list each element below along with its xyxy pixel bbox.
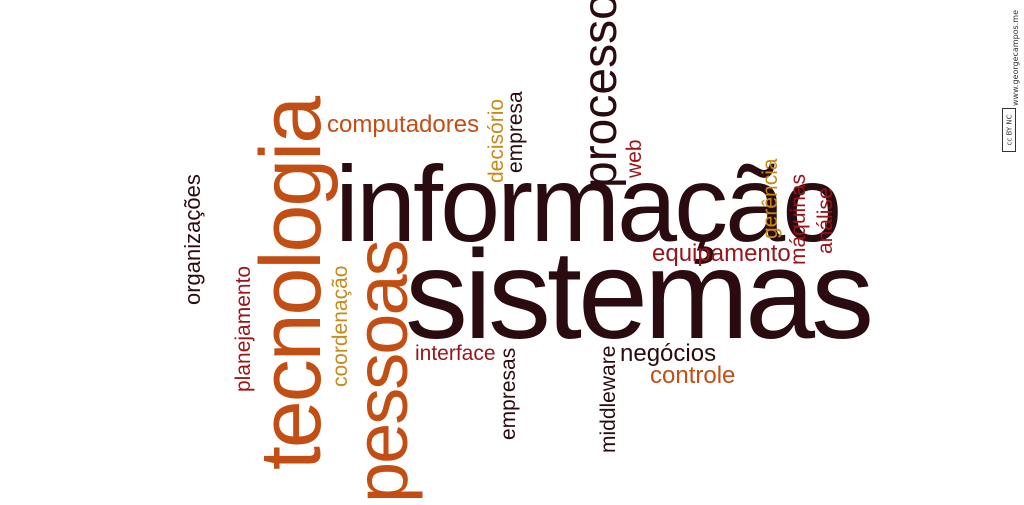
word-tecnologia: tecnologia [243, 97, 339, 470]
word-empresa: empresa [504, 91, 527, 173]
word-coordenacao: coordenação [329, 265, 352, 387]
word-negocios: negócios [620, 340, 717, 367]
word-processo: processo [574, 0, 627, 188]
word-pessoas: pessoas [340, 241, 423, 503]
word-organizacoes: organizações [180, 174, 205, 305]
site-credit: www.georgecampos.me [1011, 10, 1020, 106]
word-computadores: computadores [327, 111, 480, 138]
word-interface: interface [415, 342, 496, 365]
word-web: web [623, 139, 646, 178]
word-planejamento: planejamento [232, 265, 255, 392]
word-gerencia: gerência [759, 158, 782, 239]
word-middleware: middleware [597, 345, 620, 453]
word-informacao: informação [335, 143, 842, 264]
word-analise: análise [814, 187, 837, 254]
license-badge: cc BY NC [1002, 108, 1016, 152]
word-sistemas: sistemas [405, 224, 874, 365]
word-maquinas: máquinas [787, 173, 810, 265]
word-controle: controle [650, 362, 736, 389]
word-empresas: empresas [497, 347, 520, 440]
license-text: cc BY NC [1005, 114, 1013, 146]
word-equipamento: equipamento [652, 240, 791, 267]
